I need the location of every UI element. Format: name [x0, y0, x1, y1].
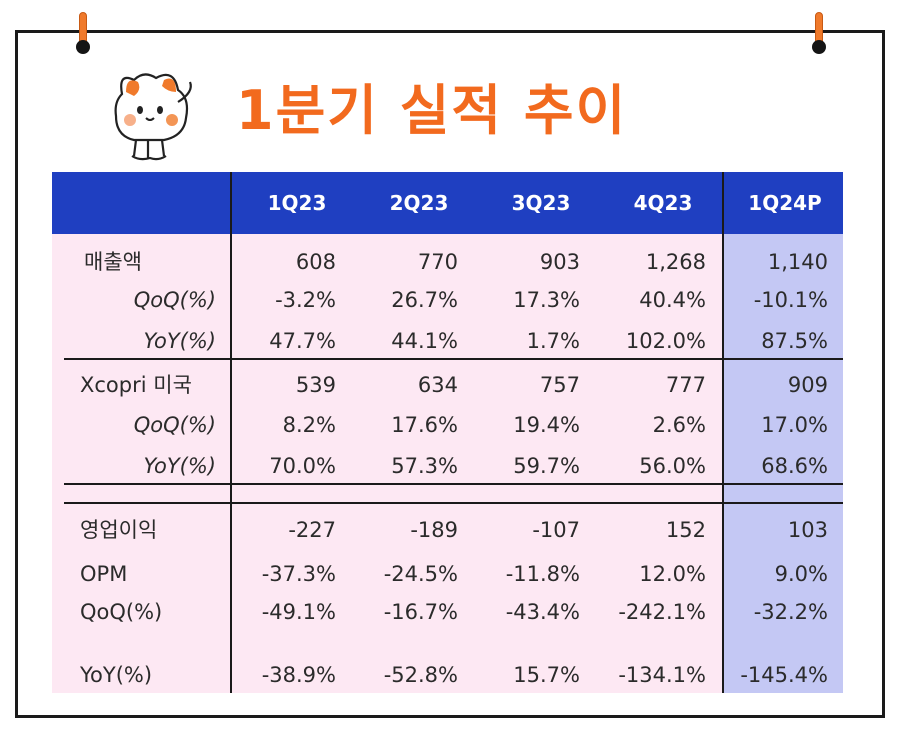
table-row: QoQ(%) -3.2% 26.7% 17.3% 40.4% -10.1% [52, 282, 843, 318]
table-cell: -16.7% [383, 600, 458, 624]
table-cell: 59.7% [513, 454, 580, 478]
table-cell: 17.3% [513, 288, 580, 312]
table-cell: 903 [539, 250, 580, 274]
row-label: Xcopri 미국 [80, 373, 192, 397]
row-label: 영업이익 [80, 518, 158, 542]
column-header: 2Q23 [389, 191, 449, 215]
table-cell: 26.7% [391, 288, 458, 312]
table-cell: -145.4% [740, 663, 828, 687]
page-title: 1분기 실적 추이 [236, 79, 628, 142]
column-header: 3Q23 [511, 191, 571, 215]
table-cell: 68.6% [761, 454, 828, 478]
table-cell: -3.2% [275, 288, 336, 312]
table-row: YoY(%) -38.9% -52.8% 15.7% -134.1% -145.… [52, 657, 843, 693]
column-header: 1Q24P [748, 191, 822, 215]
table-cell: -189 [410, 518, 458, 542]
table-cell: 909 [787, 373, 828, 397]
table-cell: 1.7% [526, 329, 580, 353]
table-cell: -24.5% [383, 562, 458, 586]
row-divider [64, 358, 843, 360]
table-cell: 102.0% [625, 329, 706, 353]
table-cell: 47.7% [269, 329, 336, 353]
table-cell: 757 [539, 373, 580, 397]
table-cell: 15.7% [513, 663, 580, 687]
table-cell: -227 [288, 518, 336, 542]
table-cell: -10.1% [753, 288, 828, 312]
table-row: OPM -37.3% -24.5% -11.8% 12.0% 9.0% [52, 556, 843, 592]
table-cell: -32.2% [753, 600, 828, 624]
table-cell: 8.2% [282, 413, 336, 437]
table-cell: 17.6% [391, 413, 458, 437]
table-cell: 19.4% [513, 413, 580, 437]
table-cell: 770 [417, 250, 458, 274]
table-cell: -37.3% [261, 562, 336, 586]
row-label: YoY(%) [143, 329, 216, 353]
row-label: QoQ(%) [133, 288, 216, 312]
table-cell: 40.4% [639, 288, 706, 312]
column-divider [230, 172, 232, 693]
row-label: OPM [80, 562, 128, 586]
table-cell: 1,268 [645, 250, 706, 274]
column-header: 4Q23 [633, 191, 693, 215]
column-header: 1Q23 [267, 191, 327, 215]
table-cell: -242.1% [618, 600, 706, 624]
table-row: QoQ(%) -49.1% -16.7% -43.4% -242.1% -32.… [52, 594, 843, 630]
row-label: 매출액 [84, 250, 142, 274]
table-row: YoY(%) 70.0% 57.3% 59.7% 56.0% 68.6% [52, 448, 843, 484]
table-row: 매출액 608 770 903 1,268 1,140 [52, 244, 843, 280]
row-label: QoQ(%) [80, 600, 163, 624]
table-body-background [52, 234, 722, 693]
earnings-table: 1Q23 2Q23 3Q23 4Q23 1Q24P 매출액 608 770 90… [52, 172, 843, 693]
column-divider [722, 172, 724, 693]
table-cell: 777 [665, 373, 706, 397]
table-cell: 608 [295, 250, 336, 274]
table-cell: 1,140 [767, 250, 828, 274]
row-divider [64, 483, 843, 485]
table-cell: 44.1% [391, 329, 458, 353]
table-cell: -107 [532, 518, 580, 542]
row-label: YoY(%) [143, 454, 216, 478]
table-header: 1Q23 2Q23 3Q23 4Q23 1Q24P [52, 172, 843, 234]
table-row: QoQ(%) 8.2% 17.6% 19.4% 2.6% 17.0% [52, 407, 843, 443]
table-cell: 12.0% [639, 562, 706, 586]
table-cell: 634 [417, 373, 458, 397]
table-cell: 17.0% [761, 413, 828, 437]
table-cell: -43.4% [505, 600, 580, 624]
table-cell: 87.5% [761, 329, 828, 353]
table-cell: -134.1% [618, 663, 706, 687]
table-row: 영업이익 -227 -189 -107 152 103 [52, 512, 843, 548]
row-label: QoQ(%) [133, 413, 216, 437]
table-row: YoY(%) 47.7% 44.1% 1.7% 102.0% 87.5% [52, 323, 843, 359]
row-label: YoY(%) [80, 663, 153, 687]
table-cell: 70.0% [269, 454, 336, 478]
table-cell: -11.8% [505, 562, 580, 586]
table-cell: -38.9% [261, 663, 336, 687]
table-cell: 103 [787, 518, 828, 542]
table-cell: -52.8% [383, 663, 458, 687]
table-cell: 9.0% [774, 562, 828, 586]
table-row: Xcopri 미국 539 634 757 777 909 [52, 367, 843, 403]
table-cell: 57.3% [391, 454, 458, 478]
highlight-column-background [724, 234, 843, 693]
table-cell: 539 [295, 373, 336, 397]
table-cell: -49.1% [261, 600, 336, 624]
table-cell: 2.6% [652, 413, 706, 437]
table-cell: 152 [665, 518, 706, 542]
row-divider [64, 502, 843, 504]
table-cell: 56.0% [639, 454, 706, 478]
cat-character-icon [114, 73, 192, 161]
